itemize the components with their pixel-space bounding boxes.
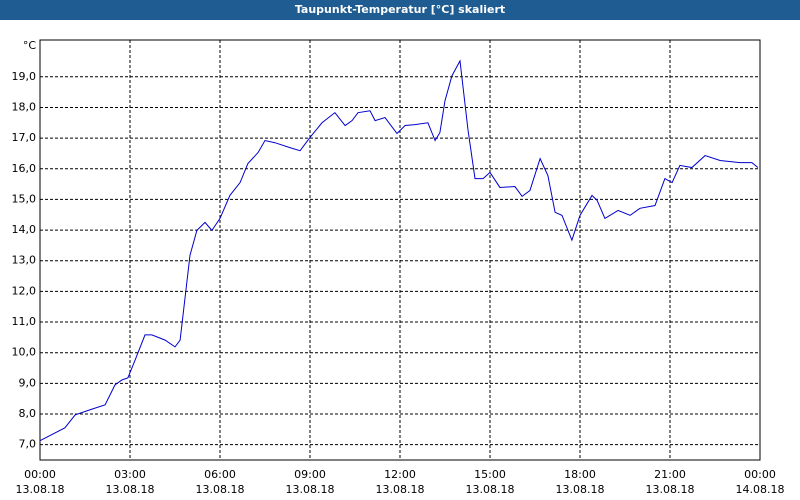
x-tick-date: 14.08.18 — [736, 483, 785, 496]
title-bar — [0, 0, 800, 20]
x-tick-date: 13.08.18 — [556, 483, 605, 496]
x-tick-date: 13.08.18 — [106, 483, 155, 496]
x-tick-label: 00:00 — [24, 468, 56, 481]
x-tick-date: 13.08.18 — [196, 483, 245, 496]
x-tick-date: 13.08.18 — [646, 483, 695, 496]
y-tick-label: 8,0 — [19, 407, 37, 420]
y-tick-label: 15,0 — [12, 192, 37, 205]
y-tick-label: 12,0 — [12, 284, 37, 297]
x-tick-label: 12:00 — [384, 468, 416, 481]
x-tick-label: 21:00 — [654, 468, 686, 481]
data-line — [39, 59, 759, 442]
x-tick-label: 18:00 — [564, 468, 596, 481]
y-tick-label: 16,0 — [12, 162, 37, 175]
x-tick-date: 13.08.18 — [376, 483, 425, 496]
y-tick-label: 19,0 — [12, 70, 37, 83]
y-tick-label: 10,0 — [12, 346, 37, 359]
x-tick-date: 13.08.18 — [16, 483, 65, 496]
y-tick-label: 7,0 — [19, 438, 37, 451]
x-tick-date: 13.08.18 — [286, 483, 335, 496]
y-tick-label: 9,0 — [19, 376, 37, 389]
y-tick-label: 18,0 — [12, 100, 37, 113]
chart-title: Taupunkt-Temperatur [°C] skaliert — [295, 3, 505, 16]
x-tick-label: 09:00 — [294, 468, 326, 481]
y-tick-label: 13,0 — [12, 254, 37, 267]
x-tick-label: 06:00 — [204, 468, 236, 481]
y-tick-label: 11,0 — [12, 315, 37, 328]
x-tick-label: 03:00 — [114, 468, 146, 481]
x-tick-label: 00:00 — [744, 468, 776, 481]
y-unit: °C — [23, 39, 37, 52]
x-tick-date: 13.08.18 — [466, 483, 515, 496]
y-tick-label: 14,0 — [12, 223, 37, 236]
y-tick-label: 17,0 — [12, 131, 37, 144]
x-tick-label: 15:00 — [474, 468, 506, 481]
